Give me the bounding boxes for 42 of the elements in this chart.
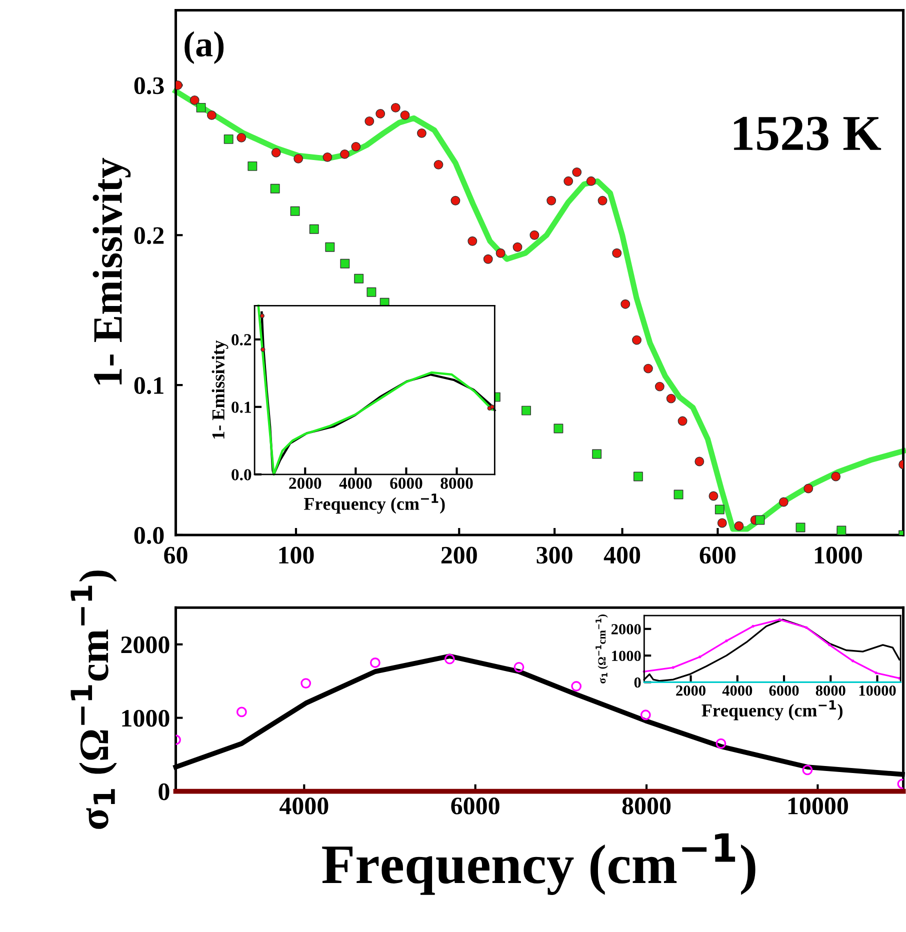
y-tick-label: 0: [158, 783, 170, 800]
x-tick-label: 1000: [814, 546, 862, 564]
x-tick-label: 200: [441, 546, 477, 564]
x-tick-label: 6000: [769, 685, 799, 696]
x-tick-label: 6000: [390, 478, 422, 489]
y-tick-label: 1000: [122, 710, 170, 727]
x-tick-label: 10000: [859, 685, 896, 696]
y-tick-label: 1000: [612, 650, 641, 662]
annotation: 1523 K: [734, 116, 882, 150]
y-axis-title: σ$_{1}$ (Ω$^{−1}$cm$^{−1}$): [596, 614, 608, 684]
y-axis-title: 1- Emissivity: [212, 340, 228, 438]
x-tick-label: 400: [604, 546, 640, 564]
x-tick-label: 8000: [440, 478, 473, 489]
x-tick-label: 10000: [788, 798, 848, 814]
y-tick-label: 0.2: [232, 334, 252, 346]
x-tick-label: 2000: [676, 685, 706, 696]
x-tick-label: 60: [164, 546, 188, 564]
x-tick-label: 8000: [622, 798, 671, 814]
y-tick-label: 0.1: [134, 377, 164, 394]
x-axis-title: Frequency (cm$^{−1}$): [702, 700, 842, 720]
x-tick-label: 600: [700, 546, 736, 564]
y-tick-label: 2000: [611, 624, 641, 634]
y-tick-label: 0.0: [232, 469, 252, 480]
y-axis-title: 1- Emissivity: [92, 158, 131, 384]
y-tick-label: 0.0: [134, 527, 164, 544]
x-axis-title: Frequency (cm$^{−1}$): [304, 494, 445, 514]
y-tick-label: 0: [634, 677, 641, 688]
y-tick-label: 0.1: [232, 402, 251, 413]
x-axis-title: Frequency (cm$^{−1}$): [322, 833, 756, 895]
x-tick-label: 8000: [816, 685, 846, 696]
x-tick-label: 2000: [289, 478, 322, 489]
y-tick-label: 2000: [121, 636, 170, 654]
x-tick-label: 300: [536, 546, 572, 564]
y-tick-label: 0.2: [134, 227, 164, 244]
x-tick-label: 100: [279, 546, 314, 564]
y-tick-label: 0.3: [134, 77, 164, 94]
y-axis-title: σ$_{1}$ (Ω$^{−1}$cm$^{−1}$): [70, 570, 117, 829]
x-tick-label: 6000: [451, 798, 500, 814]
annotation: (a): [184, 31, 224, 64]
x-tick-label: 4000: [279, 798, 328, 814]
x-tick-label: 4000: [339, 478, 372, 489]
x-tick-label: 4000: [722, 685, 752, 696]
